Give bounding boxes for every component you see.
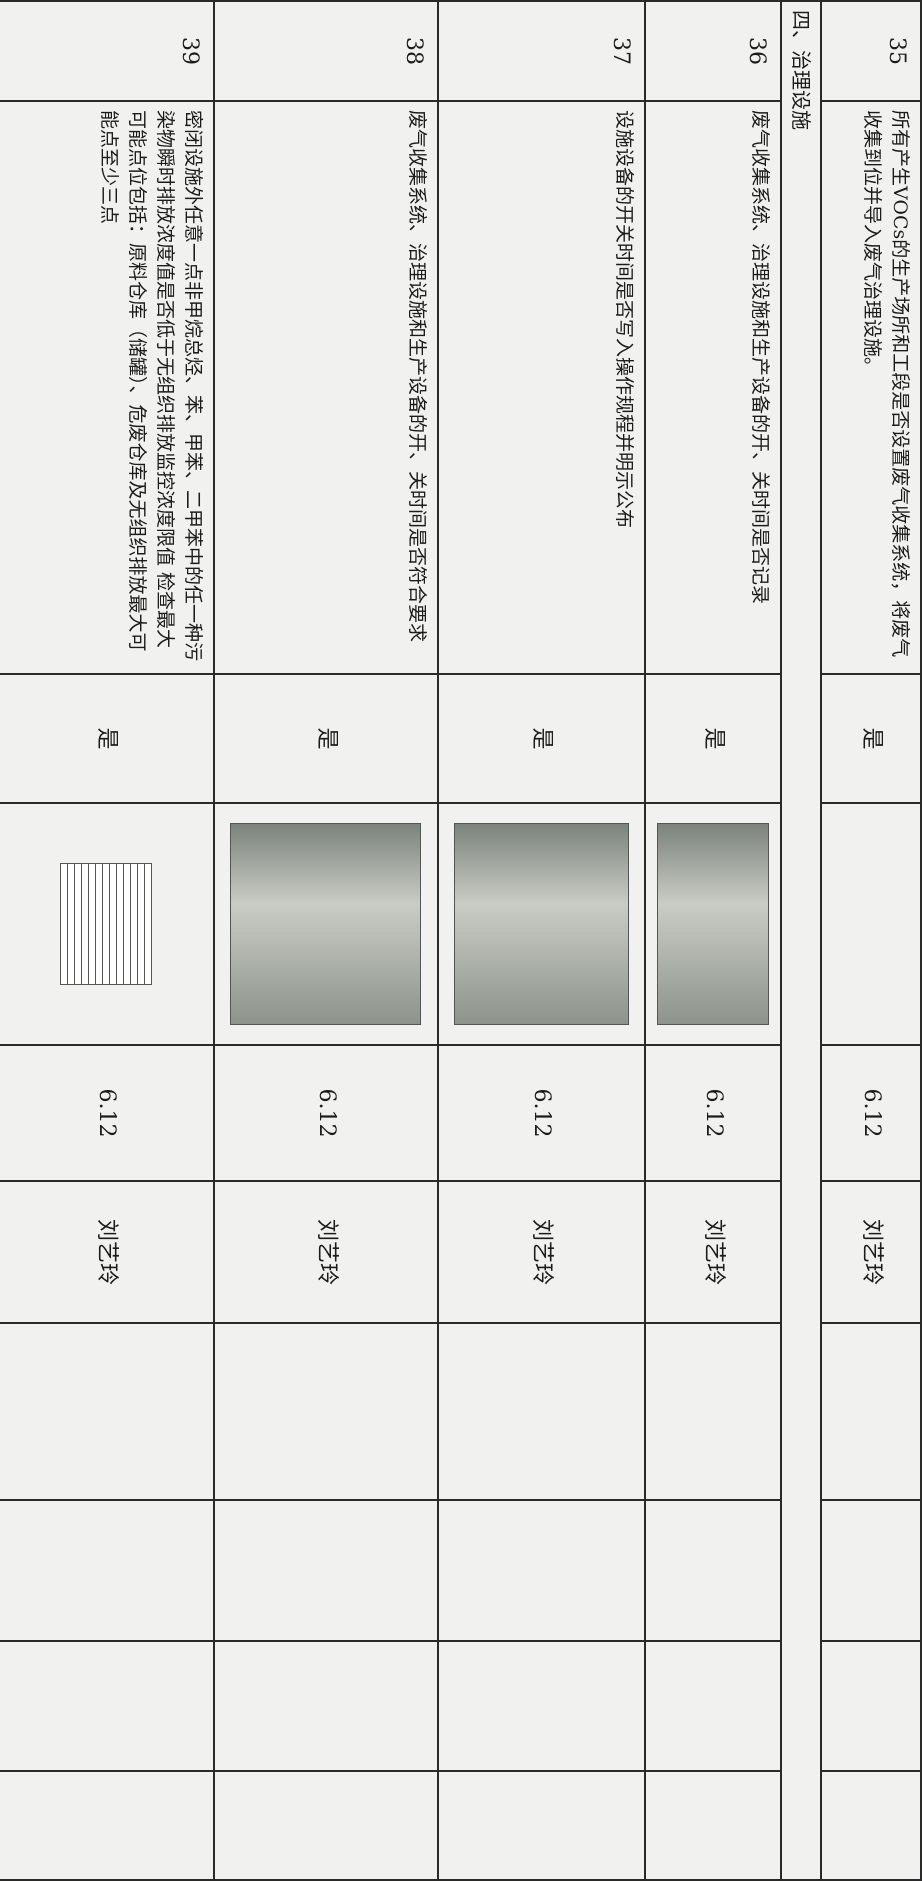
empty-cell (645, 1323, 781, 1500)
empty-cell (438, 1500, 645, 1641)
item-text: 所有产生VOCs的生产场所和工段是否设置废气收集系统，将废气收集到位并导入废气治… (821, 101, 921, 674)
result: 是 (438, 674, 645, 803)
result: 是 (0, 674, 214, 803)
person: 刘艺玲 (214, 1181, 438, 1323)
table-row: 36 废气收集系统、治理设施和生产设备的开、关时间是否记录是 6.12 刘艺玲 (645, 1, 781, 1880)
result: 是 (214, 674, 438, 803)
empty-cell (645, 1500, 781, 1641)
item-text: 废气收集系统、治理设施和生产设备的开、关时间是否符合要求 (214, 101, 438, 674)
section-title: 四、治理设施 (781, 1, 821, 1880)
photo-cell (438, 803, 645, 1045)
empty-cell (645, 1771, 781, 1880)
empty-cell (214, 1323, 438, 1500)
photo-cell (0, 803, 214, 1045)
item-text: 密闭设施外任意一点非甲烷总烃、苯、甲苯、二甲苯中的任一种污染物瞬时排放浓度值是否… (0, 101, 214, 674)
empty-cell (645, 1641, 781, 1771)
empty-cell (214, 1771, 438, 1880)
item-text: 废气收集系统、治理设施和生产设备的开、关时间是否记录 (645, 101, 781, 674)
result: 是 (645, 674, 781, 803)
table-row: 39 密闭设施外任意一点非甲烷总烃、苯、甲苯、二甲苯中的任一种污染物瞬时排放浓度值… (0, 1, 214, 1880)
empty-cell (821, 1500, 921, 1641)
empty-cell (438, 1771, 645, 1880)
empty-cell (821, 1771, 921, 1880)
item-number: 37 (438, 1, 645, 101)
item-number: 35 (821, 1, 921, 101)
date: 6.12 (0, 1045, 214, 1181)
date: 6.12 (214, 1045, 438, 1181)
empty-cell (821, 1323, 921, 1500)
empty-cell (438, 1323, 645, 1500)
item-number: 36 (645, 1, 781, 101)
item-number: 39 (0, 1, 214, 101)
empty-cell (214, 1500, 438, 1641)
photo-cell (821, 803, 921, 1045)
empty-cell (438, 1641, 645, 1771)
table-row: 35 所有产生VOCs的生产场所和工段是否设置废气收集系统，将废气收集到位并导入废… (821, 1, 921, 1880)
person: 刘艺玲 (645, 1181, 781, 1323)
photo-cell (214, 803, 438, 1045)
empty-cell (0, 1323, 214, 1500)
empty-cell (821, 1641, 921, 1771)
date: 6.12 (438, 1045, 645, 1181)
item-text: 设施设备的开关时间是否写入操作规程并明示公布 (438, 101, 645, 674)
table-row: 38 废气收集系统、治理设施和生产设备的开、关时间是否符合要求是 6.12 刘艺玲 (214, 1, 438, 1880)
person: 刘艺玲 (0, 1181, 214, 1323)
empty-cell (214, 1641, 438, 1771)
empty-cell (0, 1500, 214, 1641)
table-row: 37 设施设备的开关时间是否写入操作规程并明示公布是 6.12 刘艺玲 (438, 1, 645, 1880)
empty-cell (0, 1641, 214, 1771)
item-number: 38 (214, 1, 438, 101)
person: 刘艺玲 (821, 1181, 921, 1323)
result: 是 (821, 674, 921, 803)
photo (657, 823, 769, 1025)
photo-cell (645, 803, 781, 1045)
photo (230, 823, 422, 1025)
empty-cell (0, 1771, 214, 1880)
section-row: 四、治理设施 (781, 1, 821, 1880)
photo (60, 863, 153, 985)
date: 6.12 (645, 1045, 781, 1181)
photo (453, 823, 630, 1025)
date: 6.12 (821, 1045, 921, 1181)
person: 刘艺玲 (438, 1181, 645, 1323)
